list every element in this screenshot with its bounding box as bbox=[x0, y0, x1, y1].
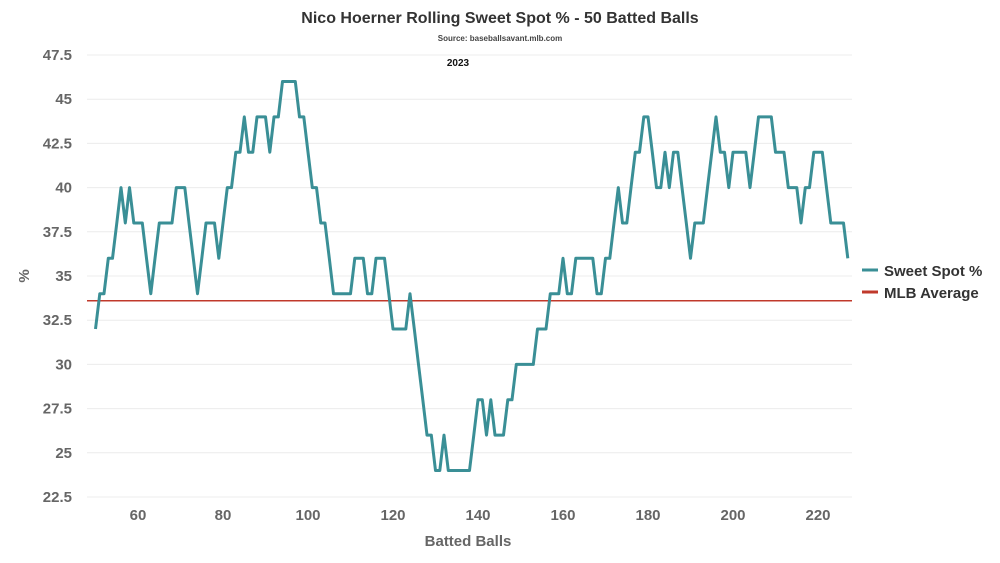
x-tick-label: 180 bbox=[635, 507, 660, 524]
y-tick-label: 35 bbox=[55, 268, 72, 285]
x-tick-label: 140 bbox=[465, 507, 490, 524]
y-tick-label: 27.5 bbox=[43, 401, 72, 418]
x-axis-label: Batted Balls bbox=[425, 533, 512, 550]
x-tick-label: 160 bbox=[550, 507, 575, 524]
sweet-spot-series-line bbox=[94, 80, 850, 472]
x-tick-label: 60 bbox=[130, 507, 147, 524]
x-axis-ticks: 60 80 100 120 140 160 180 200 220 bbox=[130, 507, 831, 524]
y-axis-label: % bbox=[16, 269, 33, 282]
legend-label-sweet-spot: Sweet Spot % bbox=[884, 263, 982, 280]
legend: Sweet Spot % MLB Average bbox=[862, 263, 982, 302]
x-tick-label: 80 bbox=[215, 507, 232, 524]
y-tick-label: 25 bbox=[55, 445, 72, 462]
chart-subtitle-year: 2023 bbox=[447, 58, 470, 69]
y-tick-label: 32.5 bbox=[43, 312, 72, 329]
gridlines bbox=[87, 54, 852, 498]
legend-label-mlb-average: MLB Average bbox=[884, 285, 979, 302]
y-tick-label: 30 bbox=[55, 356, 72, 373]
x-tick-label: 200 bbox=[720, 507, 745, 524]
y-axis-ticks: 22.5 25 27.5 30 32.5 35 37.5 40 42.5 45 47.5 bbox=[43, 47, 72, 506]
y-tick-label: 45 bbox=[55, 91, 72, 108]
y-tick-label: 22.5 bbox=[43, 489, 72, 506]
y-tick-label: 37.5 bbox=[43, 224, 72, 241]
y-tick-label: 47.5 bbox=[43, 47, 72, 64]
y-tick-label: 42.5 bbox=[43, 135, 72, 152]
x-tick-label: 100 bbox=[295, 507, 320, 524]
x-tick-label: 120 bbox=[380, 507, 405, 524]
y-tick-label: 40 bbox=[55, 180, 72, 197]
x-tick-label: 220 bbox=[805, 507, 830, 524]
chart-source: Source: baseballsavant.mlb.com bbox=[438, 34, 563, 43]
chart-title: Nico Hoerner Rolling Sweet Spot % - 50 B… bbox=[301, 10, 699, 27]
